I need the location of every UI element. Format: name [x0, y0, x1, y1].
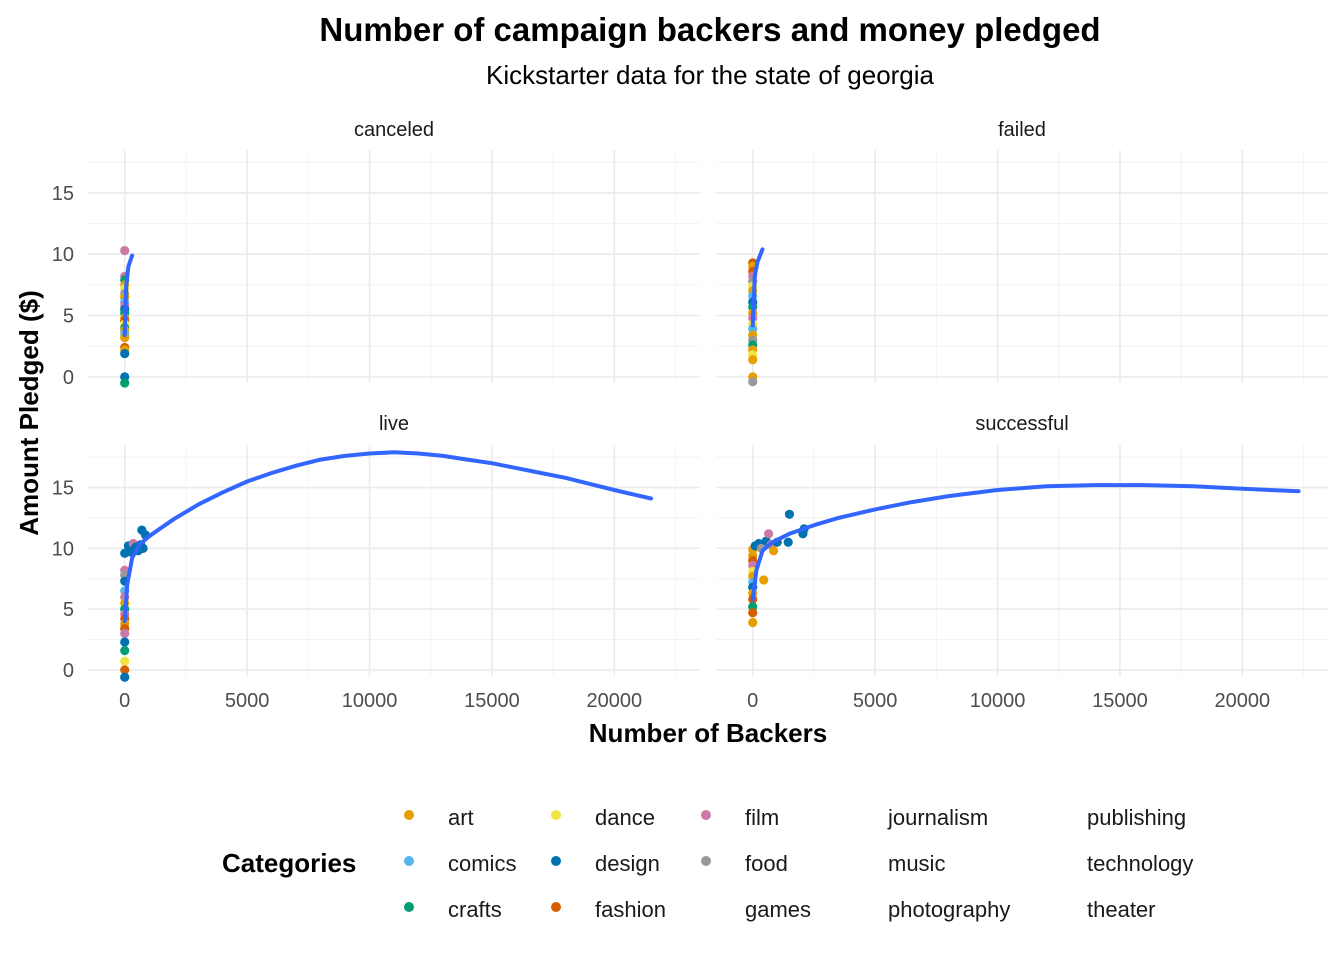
- data-point-design: [120, 637, 130, 647]
- legend-label-dance: dance: [595, 805, 655, 830]
- x-tick-label: 5000: [225, 690, 270, 712]
- trend-line-live: [122, 450, 653, 624]
- legend-label-technology: technology: [1087, 851, 1193, 876]
- y-tick-label: 15: [52, 183, 74, 205]
- legend-label-fashion: fashion: [595, 897, 666, 922]
- data-point-design: [783, 537, 793, 547]
- y-tick-label: 5: [63, 599, 74, 621]
- y-tick-label: 15: [52, 478, 74, 500]
- x-tick-label: 10000: [342, 690, 398, 712]
- legend-label-theater: theater: [1087, 897, 1156, 922]
- data-point-fashion: [120, 665, 130, 675]
- trend-line-successful: [750, 483, 1301, 602]
- facet-panel-failed: failed: [716, 119, 1328, 387]
- facet-panel-canceled: canceled 0 5 10 15: [52, 119, 700, 389]
- data-point-film: [120, 628, 130, 639]
- x-tick-label: 20000: [587, 690, 643, 712]
- legend-label-journalism: journalism: [887, 805, 988, 830]
- y-tick-label: 0: [63, 660, 74, 682]
- legend-key-fashion: [551, 902, 561, 912]
- legend-key-comics: [404, 856, 414, 866]
- legend-label-crafts: crafts: [448, 897, 502, 922]
- legend-title: Categories: [222, 848, 356, 878]
- data-point-design: [120, 348, 130, 359]
- legend-key-art: [404, 810, 414, 820]
- data-point-film: [764, 529, 774, 539]
- facet-panel-live: live 0 5 10 15 0 5000 10000 15000 20000: [52, 413, 700, 712]
- data-point-design: [120, 672, 130, 682]
- facet-panel-successful: successful 0 5000 10000 15000 20000: [716, 413, 1328, 712]
- y-axis-title: Amount Pledged ($): [14, 290, 44, 536]
- legend-key-crafts: [404, 902, 414, 912]
- legend-label-film: film: [745, 805, 779, 830]
- x-tick-label: 10000: [970, 690, 1026, 712]
- data-point-film: [120, 245, 130, 256]
- data-point-crafts: [120, 378, 130, 388]
- data-point-dance: [120, 656, 130, 667]
- x-tick-label: 5000: [853, 690, 898, 712]
- chart-subtitle: Kickstarter data for the state of georgi…: [486, 60, 935, 90]
- legend-key-design: [551, 856, 561, 866]
- data-point-food: [748, 377, 758, 387]
- facet-strip-label: failed: [998, 119, 1046, 141]
- trend-line-canceled: [122, 253, 135, 338]
- y-tick-label: 10: [52, 538, 74, 560]
- facet-panels: canceled 0 5 10 15 failed live 0 5 10 15 0 5000 10000…: [52, 119, 1328, 712]
- data-point-art: [748, 355, 758, 365]
- x-axis-title: Number of Backers: [589, 718, 827, 748]
- legend-label-publishing: publishing: [1087, 805, 1186, 830]
- x-tick-label: 20000: [1215, 690, 1271, 712]
- data-point-art: [120, 333, 130, 343]
- x-tick-label: 15000: [1092, 690, 1148, 712]
- legend-key-food: [701, 856, 711, 866]
- data-point-art: [748, 617, 758, 628]
- y-tick-label: 10: [52, 244, 74, 266]
- legend-label-photography: photography: [888, 897, 1010, 922]
- trend-line-failed: [750, 247, 765, 328]
- chart-title: Number of campaign backers and money ple…: [319, 11, 1100, 48]
- legend-label-music: music: [888, 851, 945, 876]
- legend-label-art: art: [448, 805, 474, 830]
- legend-label-games: games: [745, 897, 811, 922]
- data-point-crafts: [120, 645, 130, 656]
- facet-strip-label: canceled: [354, 119, 434, 141]
- x-tick-label: 15000: [464, 690, 520, 712]
- facet-strip-label: successful: [975, 413, 1068, 435]
- x-tick-label: 0: [119, 690, 130, 712]
- data-point-design: [784, 509, 795, 519]
- data-point-art: [759, 575, 769, 585]
- facet-strip-label: live: [379, 413, 409, 435]
- legend-label-comics: comics: [448, 851, 516, 876]
- data-point-fashion: [748, 608, 758, 618]
- legend: art comics crafts dance design fashion film foo…: [404, 805, 1193, 922]
- y-tick-label: 5: [63, 306, 74, 328]
- y-tick-label: 0: [63, 367, 74, 389]
- legend-key-film: [701, 810, 711, 820]
- legend-label-design: design: [595, 851, 660, 876]
- legend-key-dance: [551, 810, 561, 820]
- x-tick-label: 0: [747, 690, 758, 712]
- data-point-art: [768, 546, 779, 556]
- legend-label-food: food: [745, 851, 788, 876]
